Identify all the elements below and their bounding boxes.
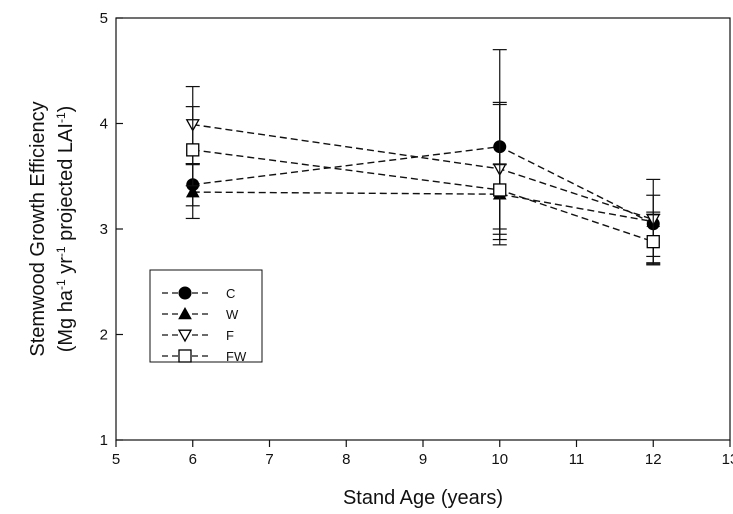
legend-item-C: C: [162, 286, 235, 301]
point-FW-10: [493, 183, 507, 197]
x-tick-label-7: 7: [265, 451, 273, 468]
legend-marker-F: [177, 329, 193, 343]
x-axis-title: Stand Age (years): [343, 487, 503, 509]
x-tick-label-8: 8: [342, 451, 350, 468]
x-tick-label-12: 12: [645, 451, 662, 468]
x-tick-label-5: 5: [112, 451, 120, 468]
legend-box: [149, 269, 263, 363]
y-axis-title-line1: Stemwood Growth Efficiency: [27, 101, 49, 356]
legend-item-W: W: [162, 306, 239, 322]
legend-label-W: W: [226, 307, 239, 322]
series-line-F: [192, 123, 654, 221]
series-line-FW: [192, 149, 654, 243]
series-line-W: [192, 191, 654, 223]
y-tick-label-1: 1: [100, 432, 108, 449]
y-axis-ticks: 1 2 3 4 5: [100, 10, 123, 449]
y-axis-title: Stemwood Growth Efficiency (Mg ha-1 yr-1…: [27, 101, 77, 356]
y-tick-label-5: 5: [100, 10, 108, 27]
x-tick-label-9: 9: [419, 451, 427, 468]
legend-marker-W: [178, 306, 192, 320]
point-FW-6: [186, 143, 200, 157]
series-W: [185, 101, 661, 265]
legend-item-F: F: [162, 328, 234, 343]
legend: CWF FW: [149, 269, 263, 364]
plot-frame: [115, 17, 731, 441]
x-tick-label-13: 13: [722, 451, 733, 468]
x-tick-label-11: 11: [569, 451, 585, 468]
legend-marker-C: [178, 286, 192, 300]
point-W-6: [185, 185, 200, 198]
series-C: [185, 49, 661, 258]
legend-label-FW: FW: [226, 349, 247, 364]
legend-label-F: F: [226, 328, 234, 343]
y-axis-title-line2: (Mg ha-1 yr-1 projected LAI-1): [54, 106, 77, 353]
legend-items: CWF FW: [162, 286, 247, 364]
legend-marker-FW: [178, 349, 192, 363]
y-tick-label-3: 3: [100, 221, 108, 238]
legend-item-FW: FW: [162, 349, 247, 364]
point-FW-12: [646, 235, 660, 249]
series-layer: [185, 49, 661, 266]
x-axis-ticks: 5 6 7 8 9 10 11 12 13: [112, 440, 733, 468]
series-F: [185, 85, 661, 266]
legend-label-C: C: [226, 286, 235, 301]
y-tick-label-2: 2: [100, 327, 108, 344]
x-tick-label-6: 6: [189, 451, 197, 468]
series-FW: [185, 106, 661, 264]
y-tick-label-4: 4: [100, 116, 108, 133]
x-tick-label-10: 10: [491, 451, 508, 468]
